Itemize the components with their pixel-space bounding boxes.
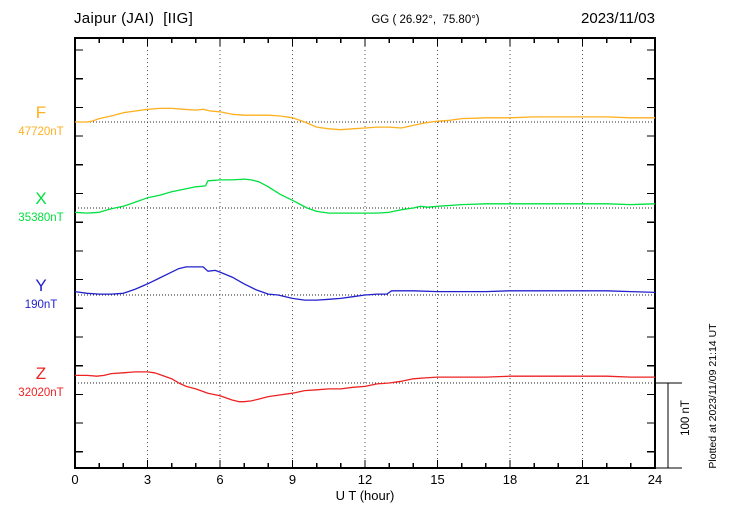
plotted-at-note: Plotted at 2023/11/09 21:14 UT: [707, 323, 719, 469]
x-tick-label-12: 12: [357, 472, 373, 487]
x-tick-label-24: 24: [647, 472, 663, 487]
trace-Y: [74, 266, 656, 301]
scalebar-label: 100 nT: [680, 400, 692, 436]
x-tick-label-15: 15: [430, 472, 445, 487]
trace-Z: [75, 371, 655, 403]
trace-base-value-F: 47720nT: [18, 126, 64, 138]
x-tick-label-0: 0: [71, 472, 79, 487]
trace-F: [75, 107, 655, 131]
observation-date: 2023/11/03: [581, 10, 655, 27]
trace-base-value-Y: 190nT: [24, 299, 58, 311]
geographic-coordinates: GG ( 26.92°, 75.80°): [371, 14, 480, 26]
x-tick-label-21: 21: [575, 472, 590, 487]
trace-base-value-Z: 32020nT: [18, 387, 64, 399]
x-tick-label-9: 9: [288, 472, 297, 487]
x-tick-label-6: 6: [216, 472, 224, 487]
x-axis-label: U T (hour): [335, 488, 395, 503]
trace-letter-X: X: [35, 189, 47, 208]
station-title: Jaipur (JAI) [IIG]: [74, 10, 194, 27]
trace-letter-Y: Y: [35, 276, 47, 295]
trace-letter-Z: Z: [35, 364, 47, 383]
trace-base-value-X: 35380nT: [18, 212, 64, 224]
x-tick-label-18: 18: [502, 472, 518, 487]
trace-letter-F: F: [35, 103, 47, 122]
x-tick-label-3: 3: [143, 472, 152, 487]
trace-X: [74, 178, 656, 214]
